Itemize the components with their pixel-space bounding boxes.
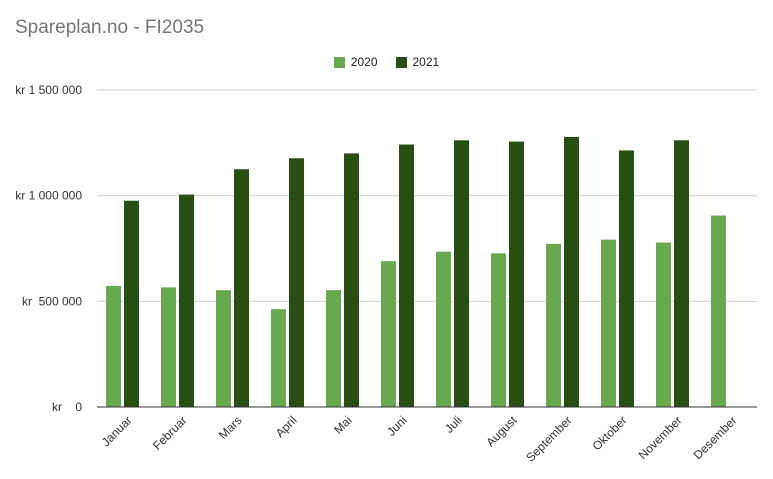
x-tick-label: November (636, 413, 685, 462)
x-tick-label: August (483, 413, 520, 450)
bar-2021-november (674, 140, 689, 407)
y-tick-label: kr 1 000 000 (15, 189, 82, 203)
x-tick-label: September (523, 413, 574, 464)
bar-2021-mai (344, 153, 359, 407)
bar-2020-mars (216, 290, 231, 407)
bar-2021-mars (234, 169, 249, 407)
bar-2021-april (289, 158, 304, 407)
bar-2020-juli (436, 251, 451, 407)
bar-2021-august (509, 141, 524, 407)
x-tick-label: April (273, 413, 300, 440)
legend-swatch-2021 (395, 56, 407, 68)
bar-2021-januar (124, 200, 139, 407)
legend-swatch-2020 (333, 56, 345, 68)
bar-2020-mai (326, 290, 341, 407)
bar-2021-september (564, 136, 579, 407)
bar-2020-september (546, 243, 561, 407)
x-tick-label: Juni (384, 413, 409, 438)
legend-label-2020: 2020 (350, 55, 378, 69)
legend-label-2021: 2021 (412, 55, 440, 69)
legend-item-2021: 2021 (395, 55, 440, 69)
bar-2021-juli (454, 140, 469, 407)
bar-2020-januar (106, 285, 121, 407)
bar-2020-august (491, 253, 506, 407)
bar-2020-november (656, 242, 671, 407)
bar-2020-februar (161, 287, 176, 407)
x-tick-label: Juli (442, 413, 465, 436)
x-tick-label: Oktober (590, 413, 630, 453)
x-tick-label: Desember (691, 413, 740, 462)
y-tick-label: kr 500 000 (22, 294, 82, 308)
x-tick-label: Mars (216, 413, 245, 442)
bar-2020-desember (711, 215, 726, 407)
x-tick-label: Februar (150, 413, 190, 453)
bar-2020-oktober (601, 239, 616, 407)
y-tick-label: kr 1 500 000 (15, 83, 82, 97)
bar-2020-april (271, 309, 286, 407)
chart-legend: 2020 2021 (0, 55, 773, 69)
bar-2021-februar (179, 194, 194, 407)
x-tick-label: Mai (331, 413, 355, 437)
bar-2021-juni (399, 144, 414, 408)
legend-item-2020: 2020 (333, 55, 378, 69)
bar-2020-juni (381, 261, 396, 407)
x-tick-label: Januar (99, 413, 135, 449)
bar-2021-oktober (619, 150, 634, 407)
chart-title: Spareplan.no - FI2035 (15, 17, 205, 38)
y-tick-label: kr 0 (52, 400, 82, 414)
